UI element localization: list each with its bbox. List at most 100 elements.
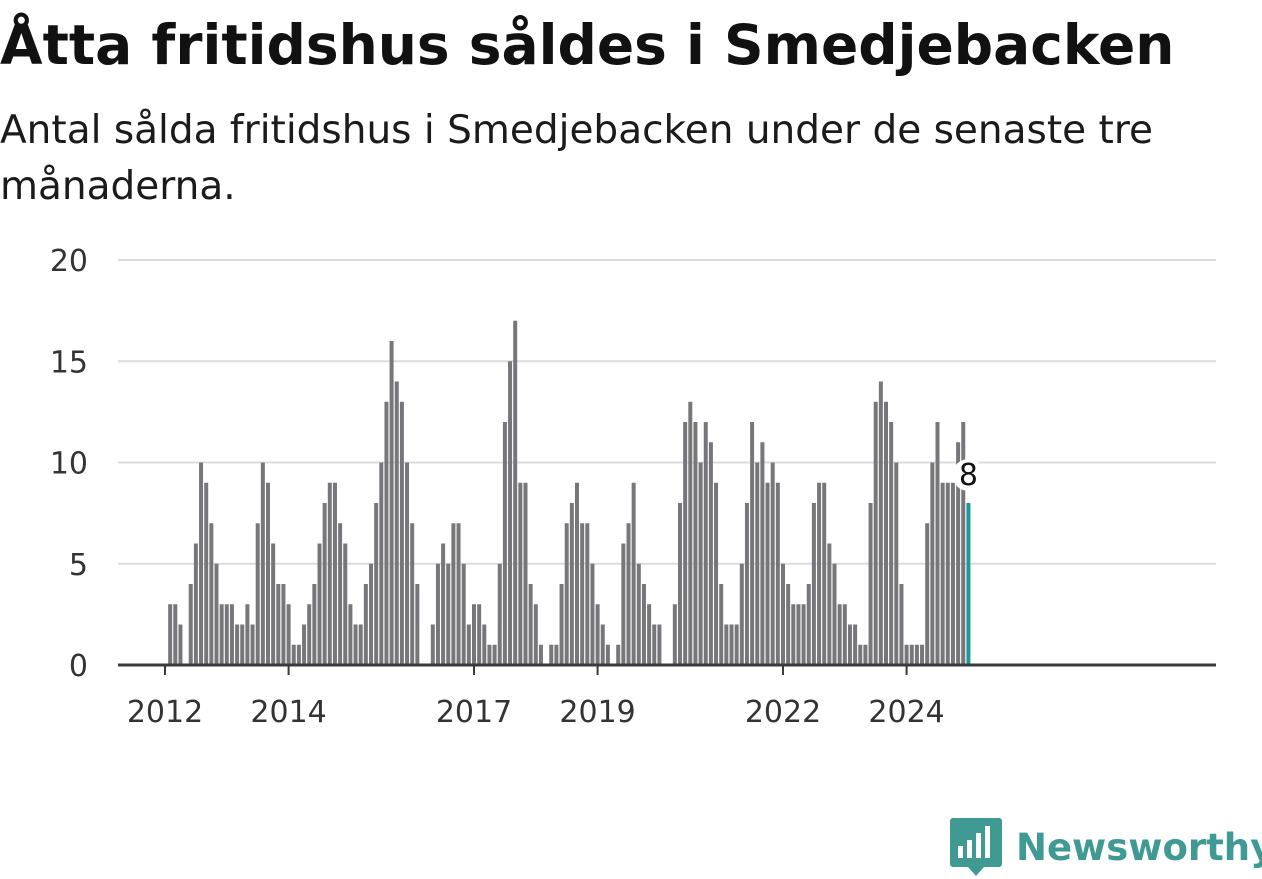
bar xyxy=(523,482,528,665)
value-label-halo xyxy=(952,459,985,491)
bar xyxy=(889,422,894,665)
bar xyxy=(647,604,652,665)
bar xyxy=(595,604,600,665)
bar xyxy=(302,624,307,665)
bar xyxy=(178,624,183,665)
x-tick-label: 2019 xyxy=(559,695,635,730)
bar xyxy=(466,624,471,665)
bar xyxy=(338,523,343,665)
bar xyxy=(312,584,317,665)
bar xyxy=(435,563,440,665)
bar xyxy=(374,503,379,665)
bar xyxy=(348,604,353,665)
chart-title: Åtta fritidshus såldes i Smedjebacken xyxy=(0,13,1175,77)
bar xyxy=(518,482,523,665)
bar xyxy=(750,422,755,665)
bar xyxy=(636,563,641,665)
axes: 0 5 10 15 20 2012 2014 2017 2019 2022 2024 8 xyxy=(50,244,1216,730)
bar xyxy=(590,563,595,665)
bar xyxy=(399,401,404,665)
bar xyxy=(580,523,585,665)
bar xyxy=(925,523,930,665)
bar xyxy=(961,422,966,665)
bar xyxy=(266,482,270,665)
bar xyxy=(533,604,538,665)
bar xyxy=(410,523,415,665)
bar xyxy=(219,604,224,665)
bar xyxy=(497,563,502,665)
bar xyxy=(245,604,250,665)
bar xyxy=(322,503,327,665)
bar xyxy=(760,442,765,665)
y-tick-label: 10 xyxy=(50,447,88,482)
bar xyxy=(719,584,724,665)
bar xyxy=(914,644,919,665)
bar xyxy=(353,624,358,665)
bar xyxy=(827,543,832,665)
bar xyxy=(502,422,507,665)
bar xyxy=(538,644,543,665)
bar xyxy=(384,401,389,665)
bar xyxy=(904,644,909,665)
bar xyxy=(260,462,265,665)
bar xyxy=(693,422,698,665)
bar xyxy=(513,320,518,665)
bar xyxy=(415,584,420,665)
bar xyxy=(817,482,822,665)
bar xyxy=(291,644,296,665)
bar xyxy=(472,604,476,665)
bar xyxy=(683,422,688,665)
bar xyxy=(255,523,260,665)
bar xyxy=(847,624,852,665)
bar xyxy=(878,381,883,665)
bar xyxy=(884,401,888,665)
bars xyxy=(168,320,971,665)
bar xyxy=(209,523,214,665)
bar xyxy=(549,644,554,665)
bar xyxy=(307,604,312,665)
bar xyxy=(369,563,373,665)
bar xyxy=(935,422,940,665)
y-tick-label: 15 xyxy=(50,345,88,380)
bar xyxy=(168,604,173,665)
bar xyxy=(806,584,811,665)
bar xyxy=(956,442,961,665)
bar xyxy=(193,543,198,665)
bar xyxy=(554,644,559,665)
bar xyxy=(575,482,579,665)
bar xyxy=(405,462,410,665)
bar xyxy=(616,644,621,665)
bar xyxy=(188,584,193,665)
bar xyxy=(296,644,301,665)
x-tick-label: 2024 xyxy=(868,695,944,730)
bar xyxy=(641,584,646,665)
bar xyxy=(204,482,209,665)
x-tick-label: 2014 xyxy=(250,695,326,730)
bar xyxy=(796,604,801,665)
bar xyxy=(441,543,446,665)
grid-lines xyxy=(118,259,1216,565)
bar xyxy=(559,584,564,665)
bar xyxy=(781,563,785,665)
bar xyxy=(492,644,497,665)
bar xyxy=(394,381,399,665)
bar xyxy=(708,442,713,665)
bar xyxy=(621,543,626,665)
bar xyxy=(173,604,178,665)
bar xyxy=(363,584,368,665)
bar xyxy=(286,604,291,665)
bar xyxy=(920,644,925,665)
bar xyxy=(240,624,245,665)
bar xyxy=(379,462,384,665)
bar xyxy=(508,361,513,665)
newsworthy-logo: Newsworthy xyxy=(950,818,1262,876)
bar xyxy=(446,563,451,665)
bar xyxy=(755,462,760,665)
bar xyxy=(214,563,219,665)
bar xyxy=(858,644,863,665)
bar xyxy=(281,584,286,665)
bar xyxy=(451,523,456,665)
bar xyxy=(739,563,744,665)
bar xyxy=(461,563,466,665)
bar xyxy=(229,604,234,665)
